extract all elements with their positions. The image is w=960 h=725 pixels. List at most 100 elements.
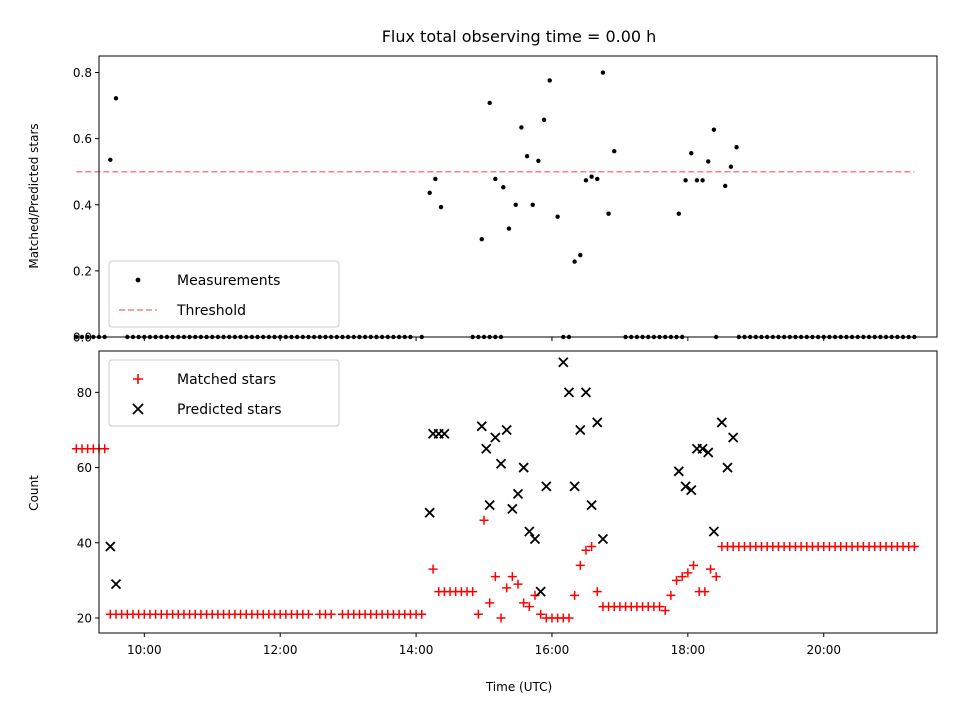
data-point	[711, 127, 717, 132]
data-point	[541, 117, 547, 123]
y-tick-label: 60	[77, 461, 92, 475]
data-point	[536, 609, 546, 619]
data-point	[502, 583, 512, 593]
panel-counts: 20 40 60 80 10:00 12:00 14:00 16:00 18:00 20:00 Ma…	[71, 350, 938, 657]
data-point	[558, 357, 569, 368]
data-point	[581, 545, 591, 555]
y-tick-label: 20	[77, 611, 92, 625]
data-point	[564, 613, 574, 623]
data-point	[501, 424, 512, 436]
data-point	[589, 174, 594, 179]
data-point	[711, 572, 721, 582]
data-point	[85, 334, 90, 340]
data-point	[728, 164, 734, 169]
data-point	[703, 447, 714, 458]
data-point	[547, 78, 552, 83]
data-point	[524, 526, 535, 537]
data-point	[304, 609, 313, 619]
x-tick-label: 12:00	[263, 643, 298, 657]
data-point	[74, 334, 79, 340]
data-point	[680, 481, 691, 492]
x-tick-label: 20:00	[806, 643, 841, 657]
data-point	[493, 176, 498, 182]
data-point	[326, 609, 336, 619]
y-tick-label: 0.0	[73, 331, 92, 345]
y-axis-label-count: Count	[27, 475, 41, 511]
data-point	[438, 204, 444, 210]
data-point	[473, 609, 483, 619]
data-point	[578, 252, 583, 258]
x-tick-label: 18:00	[671, 643, 706, 657]
data-point	[512, 488, 524, 500]
legend-label: Predicted stars	[177, 402, 282, 418]
y-tick-label: 0.6	[73, 132, 92, 146]
legend-ratio: Measurements Threshold	[108, 260, 340, 328]
data-point	[513, 202, 518, 207]
data-point	[506, 226, 512, 231]
y-tick-label: 80	[77, 386, 92, 400]
data-point	[592, 417, 603, 428]
chart-title: Flux total observing time = 0.00 h	[382, 27, 657, 46]
data-point	[716, 417, 727, 428]
data-point	[535, 586, 546, 597]
series-predicted-stars	[105, 357, 739, 597]
data-point	[706, 159, 711, 164]
data-point	[734, 145, 739, 150]
y-tick-label: 0.8	[73, 66, 92, 80]
data-point	[518, 462, 529, 473]
data-point	[666, 590, 676, 600]
data-point	[700, 587, 710, 597]
legend-label: Threshold	[176, 303, 246, 319]
data-point	[595, 176, 600, 182]
data-point	[586, 500, 597, 511]
data-point	[660, 605, 670, 615]
legend-label: Matched stars	[177, 372, 276, 388]
legend-box	[108, 260, 340, 328]
data-point	[424, 507, 435, 518]
data-point	[612, 149, 617, 154]
plot-frame	[98, 55, 938, 338]
data-point	[507, 503, 518, 515]
data-point	[686, 484, 697, 496]
data-point	[427, 190, 432, 196]
data-point	[677, 572, 687, 582]
data-point	[519, 598, 529, 608]
data-point	[484, 500, 495, 511]
data-point	[417, 609, 427, 619]
data-point	[672, 575, 682, 585]
data-point	[706, 564, 716, 574]
data-point	[529, 533, 541, 545]
data-point	[655, 602, 665, 612]
data-point	[100, 444, 110, 454]
data-point	[524, 153, 530, 159]
data-point	[563, 387, 575, 398]
data-point	[697, 443, 708, 454]
data-point	[673, 466, 684, 477]
data-point	[569, 481, 580, 492]
data-point	[468, 587, 478, 597]
data-point	[676, 211, 682, 216]
data-point	[572, 259, 577, 264]
data-point	[606, 211, 611, 216]
data-point	[495, 458, 507, 469]
legend-label: Measurements	[177, 273, 280, 289]
data-point	[575, 424, 586, 436]
data-point	[536, 158, 541, 163]
data-point	[513, 579, 523, 589]
data-point	[700, 178, 705, 183]
x-tick-label: 10:00	[127, 643, 162, 657]
data-point	[519, 125, 524, 130]
data-point	[689, 560, 699, 570]
data-point	[728, 432, 739, 443]
series-measurements	[74, 70, 917, 340]
data-point	[481, 443, 492, 454]
data-point	[496, 613, 506, 623]
data-point	[485, 598, 495, 608]
y-tick-label: 40	[77, 536, 92, 550]
data-point	[530, 202, 535, 207]
data-point	[428, 564, 438, 574]
data-point	[600, 70, 606, 75]
data-point	[433, 176, 438, 182]
